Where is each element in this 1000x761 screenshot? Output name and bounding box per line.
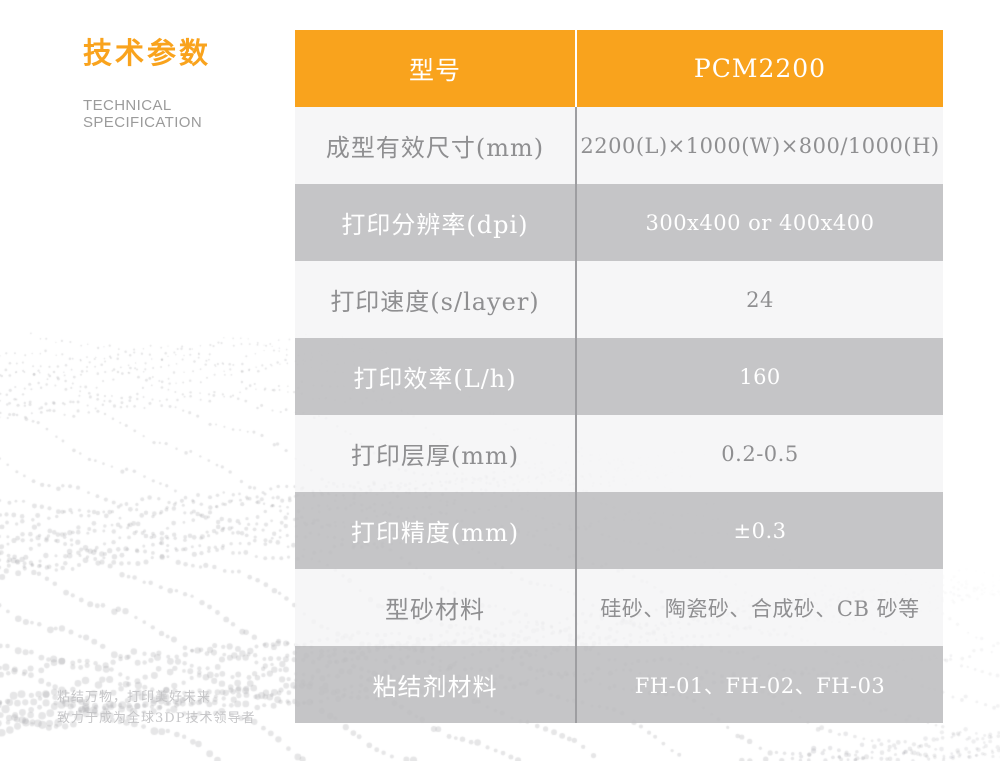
title-block: 技术参数 TECHNICAL SPECIFICATION [83,30,211,131]
table-row: 打印效率(L/h) 160 [295,338,943,415]
spec-value: 300x400 or 400x400 [575,184,943,261]
table-row: 成型有效尺寸(mm) 2200(L)×1000(W)×800/1000(H) [295,107,943,184]
spec-value: 2200(L)×1000(W)×800/1000(H) [575,107,943,184]
spec-label: 打印效率(L/h) [353,365,517,393]
spec-value: 24 [575,261,943,338]
table-row: 打印速度(s/layer) 24 [295,261,943,338]
subtitle-line-1: TECHNICAL [83,97,172,114]
spec-value: FH-01、FH-02、FH-03 [575,646,943,723]
spec-label: 型砂材料 [385,596,485,624]
spec-table: 型号 PCM2200 成型有效尺寸(mm) 2200(L)×1000(W)×80… [295,30,943,723]
spec-value: ±0.3 [575,492,943,569]
table-row: 打印分辨率(dpi) 300x400 or 400x400 [295,184,943,261]
table-row: 型砂材料 硅砂、陶瓷砂、合成砂、CB 砂等 [295,569,943,646]
spec-value: 0.2-0.5 [575,415,943,492]
page-title: 技术参数 [83,36,212,70]
subtitle-line-2: SPECIFICATION [83,114,203,131]
spec-label: 打印精度(mm) [350,519,520,547]
spec-label: 成型有效尺寸(mm) [325,134,545,162]
spec-label: 打印速度(s/layer) [330,288,540,316]
page-subtitle: TECHNICAL SPECIFICATION [83,97,211,131]
tagline-line-1: 粘结万物，打印美好未来 [57,690,212,705]
model-header-value: PCM2200 [575,30,943,107]
model-header-label: 型号 [408,55,461,85]
spec-label: 打印分辨率(dpi) [341,211,529,239]
table-row: 打印层厚(mm) 0.2-0.5 [295,415,943,492]
tagline: 粘结万物，打印美好未来 致力于成为全球3DP技术领导者 [57,687,255,729]
spec-label: 打印层厚(mm) [350,442,520,470]
table-header-row: 型号 PCM2200 [295,30,943,107]
table-row: 打印精度(mm) ±0.3 [295,492,943,569]
table-row: 粘结剂材料 FH-01、FH-02、FH-03 [295,646,943,723]
tagline-line-2: 致力于成为全球3DP技术领导者 [57,711,256,726]
spec-value: 硅砂、陶瓷砂、合成砂、CB 砂等 [575,569,943,646]
spec-label: 粘结剂材料 [372,673,498,701]
spec-value: 160 [575,338,943,415]
